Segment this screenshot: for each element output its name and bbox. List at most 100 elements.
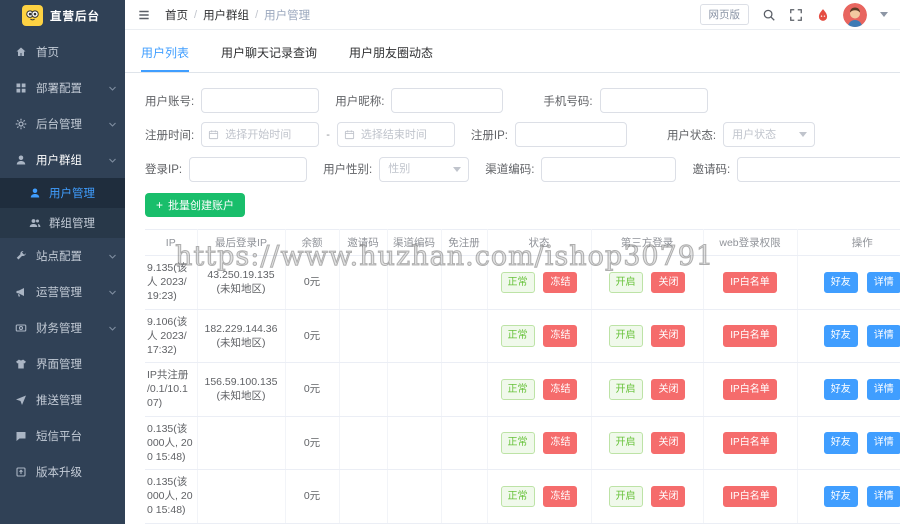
avatar[interactable] (843, 2, 867, 27)
sidebar-item-label: 部署配置 (36, 83, 82, 95)
sidebar-item-operation-manage[interactable]: 运营管理 (0, 274, 125, 310)
avatar-caret-icon[interactable] (880, 12, 888, 17)
breadcrumb-item[interactable]: 用户群组 (203, 9, 250, 22)
chevron-down-icon (108, 84, 117, 93)
gender-select[interactable] (379, 156, 470, 182)
third-login-on-button[interactable]: 开启 (608, 485, 643, 508)
sidebar-item-sms-platform[interactable]: 短信平台 (0, 418, 125, 454)
friend-button[interactable]: 好友 (823, 325, 858, 347)
web-version-button[interactable]: 网页版 (699, 4, 749, 25)
breadcrumb-separator: / (194, 8, 198, 21)
third-login-off-button[interactable]: 关闭 (651, 271, 686, 293)
batch-create-button[interactable]: + 批量创建账户 (145, 193, 246, 217)
third-login-on-button[interactable]: 开启 (608, 325, 643, 347)
reg-time-start-field[interactable] (201, 122, 320, 147)
sidebar-item-version-upgrade[interactable]: 版本升级 (0, 454, 125, 490)
account-field[interactable] (201, 88, 320, 113)
account-label: 用户账号: (145, 95, 195, 108)
column-header: 渠道编码 (387, 229, 442, 256)
search-icon[interactable] (762, 8, 776, 22)
sidebar-item-user-group[interactable]: 用户群组 (0, 142, 125, 178)
freeze-button[interactable]: 冻结 (543, 325, 578, 347)
cell-free-register (441, 255, 488, 310)
third-login-on-button[interactable]: 开启 (608, 432, 643, 454)
status-normal-button[interactable]: 正常 (500, 485, 535, 508)
reg-ip-label: 注册IP: (470, 129, 508, 142)
menu-collapse-icon[interactable] (137, 8, 151, 22)
cell-invite-code (339, 469, 388, 524)
cell-status: 正常 冻结 (487, 416, 592, 471)
status-normal-button[interactable]: 正常 (500, 378, 535, 401)
detail-button[interactable]: 详情 (866, 378, 900, 401)
user-icon (29, 187, 41, 199)
chevron-down-icon (108, 120, 117, 129)
third-login-off-button[interactable]: 关闭 (651, 432, 686, 454)
reg-ip-field[interactable] (514, 122, 627, 147)
nickname-field[interactable] (391, 88, 504, 113)
table-body: 9.135(该人 2023/19:23) 43.250.19.135(未知地区)… (145, 255, 900, 524)
detail-button[interactable]: 详情 (866, 325, 900, 347)
third-login-on-button[interactable]: 开启 (608, 271, 643, 293)
sidebar-item-user-manage[interactable]: 用户管理 (0, 178, 125, 208)
ip-whitelist-button[interactable]: IP白名单 (723, 485, 777, 508)
ip-whitelist-button[interactable]: IP白名单 (723, 271, 777, 293)
third-login-off-button[interactable]: 关闭 (651, 378, 686, 401)
wrench-icon (15, 250, 28, 263)
sidebar-logo[interactable]: 直营后台 (0, 0, 125, 30)
cell-actions: 好友 详情 (797, 362, 900, 417)
status-normal-button[interactable]: 正常 (500, 271, 535, 293)
plus-icon: + (156, 198, 164, 212)
invite-code-field[interactable] (737, 156, 900, 182)
tab-chat-record[interactable]: 用户聊天记录查询 (221, 46, 318, 60)
sidebar-item-deploy-config[interactable]: 部署配置 (0, 70, 125, 106)
cell-balance: 0元 (285, 309, 340, 364)
cell-free-register (441, 309, 488, 364)
table-row: IP共注册/0.1/10.1 07) 156.59.100.135(未知地区) 0… (145, 362, 900, 417)
sidebar-item-ui-manage[interactable]: 界面管理 (0, 346, 125, 382)
friend-button[interactable]: 好友 (823, 271, 858, 293)
sidebar-item-push-manage[interactable]: 推送管理 (0, 382, 125, 418)
detail-button[interactable]: 详情 (866, 432, 900, 454)
sidebar-item-home[interactable]: 首页 (0, 34, 125, 70)
freeze-button[interactable]: 冻结 (543, 271, 578, 293)
breadcrumb: 首页 / 用户群组 / 用户管理 (165, 7, 310, 23)
detail-button[interactable]: 详情 (866, 485, 900, 508)
sidebar-item-finance-manage[interactable]: 财务管理 (0, 310, 125, 346)
ip-whitelist-button[interactable]: IP白名单 (723, 325, 777, 347)
form-row-1: 用户账号: 用户昵称: 手机号码: (145, 88, 882, 113)
fullscreen-icon[interactable] (789, 8, 803, 22)
phone-field[interactable] (599, 88, 708, 113)
ip-whitelist-button[interactable]: IP白名单 (723, 432, 777, 454)
cell-third-party-login: 开启 关闭 (591, 416, 704, 471)
user-status-select[interactable] (723, 122, 816, 147)
sidebar-item-group-manage[interactable]: 群组管理 (0, 208, 125, 238)
channel-code-field[interactable] (541, 156, 677, 182)
freeze-button[interactable]: 冻结 (543, 432, 578, 454)
friend-button[interactable]: 好友 (823, 485, 858, 508)
topbar: 首页 / 用户群组 / 用户管理 网页版 (125, 0, 900, 30)
tab-moments[interactable]: 用户朋友圈动态 (349, 46, 434, 60)
sidebar-item-backend-manage[interactable]: 后台管理 (0, 106, 125, 142)
freeze-button[interactable]: 冻结 (543, 485, 578, 508)
breadcrumb-item[interactable]: 首页 (165, 9, 188, 22)
third-login-on-button[interactable]: 开启 (608, 378, 643, 401)
notification-mascot-icon[interactable] (816, 8, 830, 22)
reg-time-end-field[interactable] (336, 122, 455, 147)
sidebar-item-label: 推送管理 (36, 395, 82, 407)
status-normal-button[interactable]: 正常 (500, 432, 535, 454)
cell-last-login-ip: 43.250.19.135(未知地区) (197, 255, 286, 310)
sidebar-item-site-config[interactable]: 站点配置 (0, 238, 125, 274)
friend-button[interactable]: 好友 (823, 378, 858, 401)
freeze-button[interactable]: 冻结 (543, 378, 578, 401)
friend-button[interactable]: 好友 (823, 432, 858, 454)
ip-whitelist-button[interactable]: IP白名单 (723, 378, 777, 401)
third-login-off-button[interactable]: 关闭 (651, 325, 686, 347)
third-login-off-button[interactable]: 关闭 (651, 485, 686, 508)
status-normal-button[interactable]: 正常 (500, 325, 535, 347)
cell-channel-code (387, 416, 442, 471)
topbar-actions: 网页版 (699, 2, 888, 27)
login-ip-field[interactable] (189, 156, 308, 182)
detail-button[interactable]: 详情 (866, 271, 900, 293)
tab-user-list[interactable]: 用户列表 (141, 44, 190, 72)
table-row: 9.106(该人 2023/17:32) 182.229.144.36(未知地区… (145, 309, 900, 364)
